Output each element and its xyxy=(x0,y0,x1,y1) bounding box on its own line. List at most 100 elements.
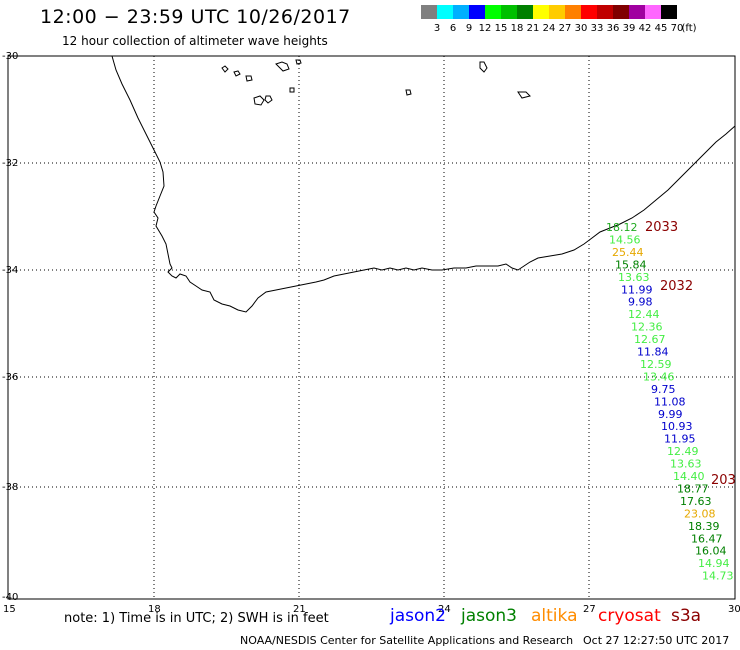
lon-label: 18 xyxy=(148,604,161,615)
wave-height-value: 16.04 xyxy=(695,545,727,558)
wave-height-value: 10.93 xyxy=(661,420,693,433)
wave-height-value: 16.47 xyxy=(691,532,723,545)
lat-label: -38 xyxy=(2,482,18,493)
colorbar-swatch xyxy=(469,5,485,19)
wave-height-value: 13.46 xyxy=(643,370,675,383)
colorbar-tick-label: 33 xyxy=(590,23,604,34)
wave-height-value: 15.84 xyxy=(615,258,647,271)
colorbar-swatch xyxy=(581,5,597,19)
satellite-legend-s3a: s3a xyxy=(671,606,702,626)
colorbar-tick-label: 30 xyxy=(574,23,588,34)
colorbar-swatch xyxy=(533,5,549,19)
island xyxy=(253,95,265,106)
island xyxy=(295,59,302,65)
colorbar-swatch xyxy=(565,5,581,19)
map-frame xyxy=(7,55,736,600)
chart-title: 12:00 − 23:59 UTC 10/26/2017 xyxy=(40,6,351,28)
lat-label: -34 xyxy=(2,265,18,276)
lat-label: -32 xyxy=(2,158,18,169)
colorbar-swatch xyxy=(629,5,645,19)
generated-timestamp: Oct 27 12:27:50 UTC 2017 xyxy=(583,634,730,647)
wave-height-value: 12.67 xyxy=(634,333,666,346)
colorbar-swatch xyxy=(661,5,677,19)
islands xyxy=(221,59,531,106)
wave-height-value: 12.59 xyxy=(640,358,672,371)
wave-height-value: 13.63 xyxy=(670,458,702,471)
colorbar-swatch xyxy=(501,5,517,19)
wave-height-value: 23.08 xyxy=(684,507,716,520)
island xyxy=(233,70,241,77)
colorbar-tick-label: 36 xyxy=(606,23,620,34)
colorbar-tick-label: 3 xyxy=(433,23,441,34)
lon-label: 27 xyxy=(583,604,596,615)
colorbar-swatch xyxy=(485,5,501,19)
colorbar-tick-label: 45 xyxy=(654,23,668,34)
island xyxy=(245,75,253,82)
wave-height-value: 14.40 xyxy=(673,470,705,483)
wave-height-observations: 18.1214.5625.4415.8413.6311.999.9812.441… xyxy=(606,221,734,583)
island xyxy=(479,61,488,73)
wave-height-value: 9.98 xyxy=(628,296,653,309)
colorbar-unit-label: (ft) xyxy=(681,23,697,34)
colorbar-swatch xyxy=(613,5,629,19)
wave-height-value: 25.44 xyxy=(612,246,644,259)
colorbar-swatch xyxy=(421,5,437,19)
colorbar-tick-label: 15 xyxy=(494,23,508,34)
lon-label: 30 xyxy=(728,604,740,615)
satellite-legend-jason3: jason3 xyxy=(461,606,517,626)
wave-height-value: 14.56 xyxy=(609,233,641,246)
coastline xyxy=(111,55,736,313)
island xyxy=(275,61,290,72)
pass-label: 2032 xyxy=(660,279,693,294)
satellite-legend-altika: altika xyxy=(531,606,578,626)
island xyxy=(405,89,412,96)
chart-subtitle: 12 hour collection of altimeter wave hei… xyxy=(62,34,328,48)
lon-label: 24 xyxy=(438,604,451,615)
island xyxy=(221,65,229,73)
graticule xyxy=(8,56,735,599)
wave-height-value: 9.75 xyxy=(651,383,676,396)
wave-height-value: 12.36 xyxy=(631,321,663,334)
lon-label: 21 xyxy=(293,604,306,615)
lon-label: 15 xyxy=(3,604,16,615)
satellite-legend-cryosat: cryosat xyxy=(598,606,661,626)
longitude-labels: 15 18 21 24 27 30 xyxy=(3,604,740,615)
colorbar-swatch xyxy=(549,5,565,19)
lat-label: -30 xyxy=(2,51,18,62)
colorbar-tick-label: 12 xyxy=(478,23,492,34)
island xyxy=(264,95,273,104)
wave-height-value: 17.63 xyxy=(680,495,712,508)
wave-height-value: 11.08 xyxy=(654,395,686,408)
colorbar-tick-label: 27 xyxy=(558,23,572,34)
latitude-labels: -30 -32 -34 -36 -38 -40 xyxy=(2,51,18,603)
credit-line: NOAA/NESDIS Center for Satellite Applica… xyxy=(240,634,574,647)
colorbar-tick-label: 21 xyxy=(526,23,540,34)
wave-height-value: 11.99 xyxy=(621,283,653,296)
wave-height-value: 12.44 xyxy=(628,308,660,321)
island xyxy=(517,91,531,99)
colorbar-swatch xyxy=(517,5,533,19)
colorbar-tick-label: 6 xyxy=(449,23,457,34)
wave-height-value: 11.84 xyxy=(637,346,669,359)
wave-height-value: 18.12 xyxy=(606,221,638,234)
colorbar-tick-label: 24 xyxy=(542,23,556,34)
satellite-legend-jason2: jason2 xyxy=(390,606,446,626)
wave-height-value: 9.99 xyxy=(658,408,683,421)
colorbar-swatch xyxy=(597,5,613,19)
colorbar-tick-label: 70 xyxy=(670,23,684,34)
lat-label: -40 xyxy=(2,592,18,603)
island xyxy=(289,87,295,93)
footer-note: note: 1) Time is in UTC; 2) SWH is in fe… xyxy=(64,611,329,626)
pass-label: 203 xyxy=(711,473,736,488)
pass-label: 2033 xyxy=(645,220,678,235)
colorbar-swatch xyxy=(453,5,469,19)
colorbar-tick-label: 18 xyxy=(510,23,524,34)
lat-label: -36 xyxy=(2,372,18,383)
colorbar-tick-label: 9 xyxy=(465,23,473,34)
wave-height-value: 13.63 xyxy=(618,271,650,284)
wave-height-value: 18.39 xyxy=(688,520,720,533)
colorbar-tick-label: 42 xyxy=(638,23,652,34)
colorbar-swatch xyxy=(437,5,453,19)
wave-height-value: 14.94 xyxy=(698,557,730,570)
